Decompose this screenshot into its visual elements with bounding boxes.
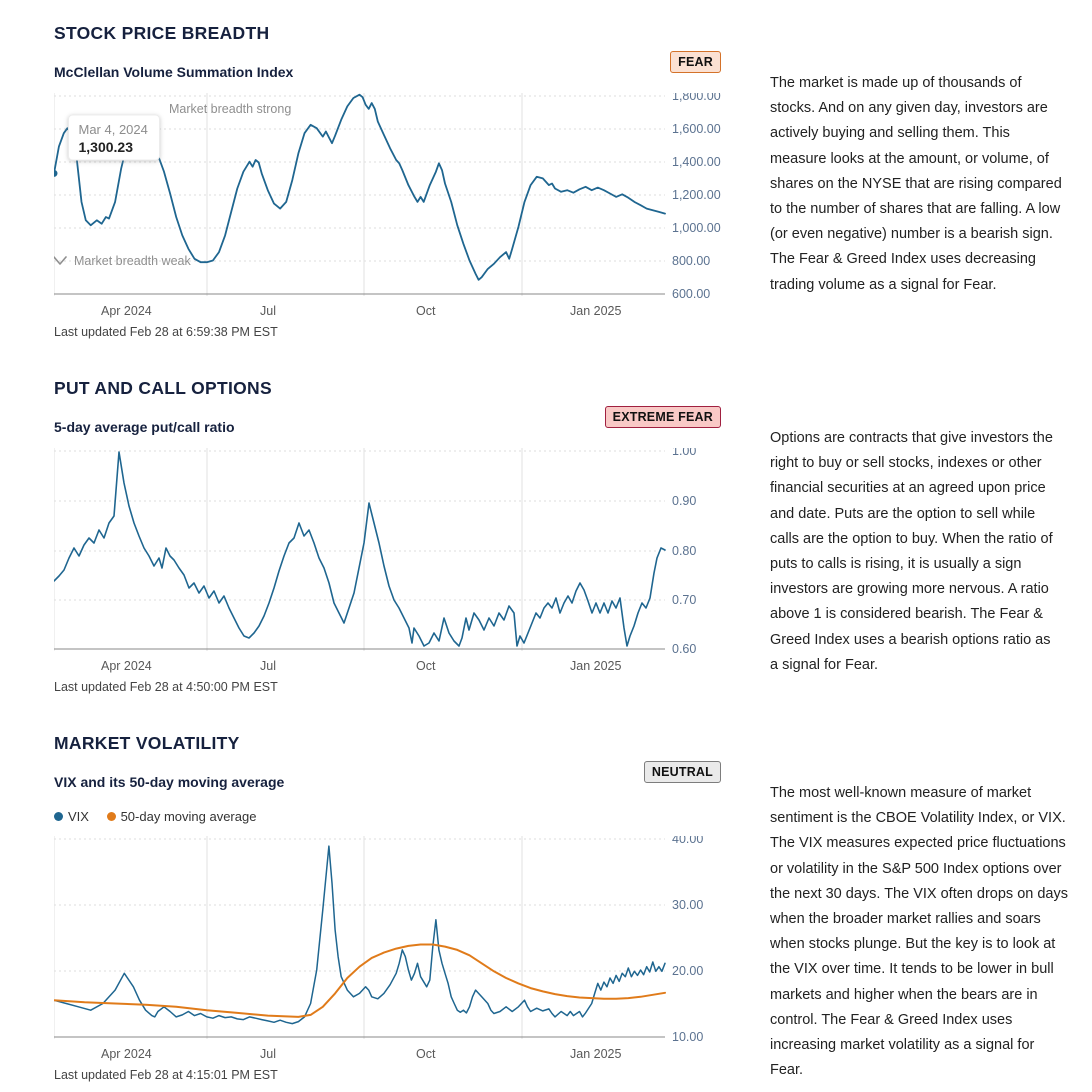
svg-text:30.00: 30.00 <box>672 898 703 912</box>
svg-text:0.90: 0.90 <box>672 494 696 508</box>
svg-text:Apr 2024: Apr 2024 <box>101 304 152 318</box>
svg-text:0.80: 0.80 <box>672 544 696 558</box>
svg-text:Jan 2025: Jan 2025 <box>570 659 621 673</box>
svg-text:Apr 2024: Apr 2024 <box>101 659 152 673</box>
svg-text:Apr 2024: Apr 2024 <box>101 1047 152 1061</box>
svg-text:0.60: 0.60 <box>672 642 696 656</box>
svg-text:Oct: Oct <box>416 659 436 673</box>
svg-text:Market breadth strong: Market breadth strong <box>169 102 291 116</box>
svg-text:1.00: 1.00 <box>672 448 696 458</box>
svg-text:Oct: Oct <box>416 304 436 318</box>
svg-text:1,200.00: 1,200.00 <box>672 188 721 202</box>
svg-text:Mar 4, 2024: Mar 4, 2024 <box>79 122 148 137</box>
svg-text:1,800.00: 1,800.00 <box>672 93 721 103</box>
svg-text:40.00: 40.00 <box>672 836 703 846</box>
svg-text:Jan 2025: Jan 2025 <box>570 1047 621 1061</box>
svg-text:800.00: 800.00 <box>672 254 710 268</box>
svg-text:1,300.23: 1,300.23 <box>79 139 134 155</box>
svg-text:0.70: 0.70 <box>672 593 696 607</box>
svg-text:1,600.00: 1,600.00 <box>672 122 721 136</box>
svg-text:Jul: Jul <box>260 659 276 673</box>
svg-text:Market breadth weak: Market breadth weak <box>74 254 191 268</box>
svg-text:1,000.00: 1,000.00 <box>672 221 721 235</box>
svg-text:Oct: Oct <box>416 1047 436 1061</box>
svg-text:Jan 2025: Jan 2025 <box>570 304 621 318</box>
svg-text:Jul: Jul <box>260 1047 276 1061</box>
svg-text:10.00: 10.00 <box>672 1030 703 1044</box>
svg-text:20.00: 20.00 <box>672 964 703 978</box>
svg-text:Jul: Jul <box>260 304 276 318</box>
svg-text:600.00: 600.00 <box>672 287 710 301</box>
svg-text:1,400.00: 1,400.00 <box>672 155 721 169</box>
